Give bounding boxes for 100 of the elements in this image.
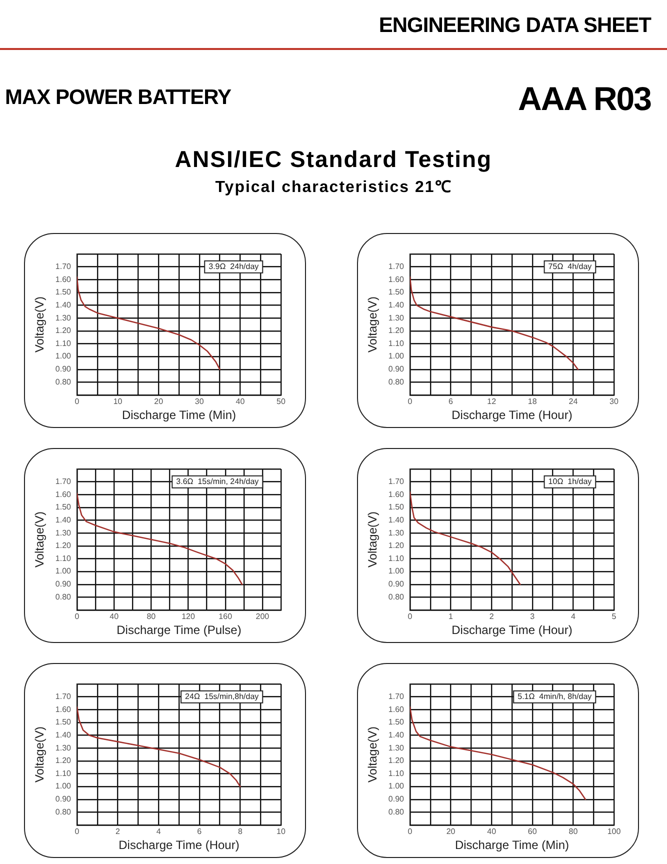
x-tick-label: 0 [74, 827, 80, 836]
annotation: 3.9Ω 24h/day [208, 262, 259, 272]
y-tick-label: 1.50 [388, 288, 405, 297]
x-tick-label: 0 [408, 827, 413, 836]
y-tick-label: 1.50 [55, 288, 72, 297]
y-tick-label: 0.80 [388, 592, 405, 602]
y-tick-label: 1.00 [55, 566, 72, 576]
y-tick-label: 1.70 [55, 262, 72, 272]
x-tick-label: 40 [487, 827, 497, 836]
annotation: 3.6Ω 15s/min, 24h/day [176, 477, 259, 486]
x-tick-label: 160 [218, 612, 233, 622]
x-tick-label: 3 [530, 612, 536, 622]
x-axis-title: Discharge Time (Hour) [452, 623, 572, 638]
y-tick-label: 0.90 [55, 364, 72, 374]
y-tick-label: 1.20 [55, 541, 72, 550]
x-tick-label: 1 [448, 612, 454, 622]
y-tick-label: 1.60 [55, 704, 72, 714]
y-axis-title: Voltage(V) [32, 296, 47, 353]
text: AAA R03 [518, 80, 651, 118]
y-tick-label: 1.10 [55, 554, 72, 563]
y-tick-label: 0.80 [55, 377, 72, 386]
x-tick-label: 20 [154, 397, 164, 406]
y-tick-label: 0.80 [388, 807, 405, 816]
y-tick-label: 1.70 [388, 692, 405, 702]
x-tick-label: 6 [197, 827, 202, 836]
y-tick-label: 1.70 [388, 477, 405, 486]
x-tick-label: 6 [448, 397, 454, 406]
annotation: 24Ω 15s/min,8h/day [185, 692, 259, 702]
y-tick-label: 1.10 [388, 554, 405, 563]
text: MAX POWER BATTERY [5, 86, 231, 110]
y-axis-title: Voltage(V) [32, 726, 47, 783]
y-axis-title: Voltage(V) [366, 511, 380, 568]
text: Typical characteristics 21℃ [214, 178, 453, 197]
y-tick-label: 1.40 [55, 730, 72, 740]
x-axis-title: Discharge Time (Min) [122, 408, 236, 422]
y-tick-label: 1.00 [55, 782, 72, 791]
y-tick-label: 1.50 [388, 502, 405, 512]
annotation: 5.1Ω 4min/h, 8h/day [518, 692, 592, 702]
y-tick-label: 1.50 [55, 718, 72, 727]
y-tick-label: 1.40 [55, 300, 72, 310]
y-tick-label: 0.80 [388, 377, 405, 386]
x-tick-label: 30 [194, 397, 204, 406]
x-axis-title: Discharge Time (Hour) [452, 408, 572, 422]
y-tick-label: 1.20 [388, 541, 405, 550]
x-tick-label: 0 [74, 612, 80, 622]
y-tick-label: 0.80 [55, 592, 72, 602]
y-tick-label: 1.60 [55, 274, 72, 284]
x-tick-label: 80 [568, 827, 578, 836]
x-tick-label: 2 [116, 827, 121, 836]
y-tick-label: 1.40 [388, 300, 405, 310]
y-tick-label: 1.10 [388, 338, 405, 348]
y-tick-label: 1.70 [388, 262, 405, 272]
x-tick-label: 40 [110, 612, 120, 622]
y-axis-title: Voltage(V) [366, 726, 380, 783]
y-tick-label: 1.60 [55, 490, 72, 499]
annotation: 75Ω 4h/day [548, 262, 592, 272]
x-tick-label: 4 [156, 827, 162, 836]
y-tick-label: 1.00 [388, 566, 405, 576]
x-tick-label: 80 [146, 612, 156, 622]
y-tick-label: 1.10 [388, 768, 405, 778]
text: ENGINEERING DATA SHEET [378, 14, 651, 38]
y-tick-label: 1.60 [388, 704, 405, 714]
x-tick-label: 5 [612, 612, 617, 622]
y-tick-label: 1.40 [388, 730, 405, 740]
y-tick-label: 1.40 [55, 515, 72, 524]
y-tick-label: 1.00 [55, 352, 72, 361]
x-tick-label: 10 [276, 827, 286, 836]
y-tick-label: 1.20 [388, 756, 405, 766]
y-tick-label: 1.00 [388, 352, 405, 361]
x-tick-label: 120 [182, 612, 196, 622]
y-tick-label: 1.10 [55, 768, 72, 778]
y-tick-label: 1.50 [388, 718, 405, 727]
y-tick-label: 1.30 [55, 743, 72, 752]
x-tick-label: 200 [256, 612, 270, 622]
y-tick-label: 0.90 [388, 580, 405, 589]
y-tick-label: 0.90 [55, 580, 72, 589]
y-tick-label: 1.70 [55, 692, 72, 702]
x-tick-label: 2 [489, 612, 494, 622]
x-axis-title: Discharge Time (Hour) [118, 838, 240, 852]
x-tick-label: 0 [74, 397, 80, 406]
y-tick-label: 1.30 [388, 743, 405, 752]
y-tick-label: 1.40 [388, 515, 405, 524]
x-tick-label: 4 [570, 612, 576, 622]
x-tick-label: 10 [113, 397, 123, 406]
y-tick-label: 1.00 [388, 782, 405, 791]
x-tick-label: 40 [236, 397, 246, 406]
x-tick-label: 8 [238, 827, 243, 836]
y-axis-title: Voltage(V) [32, 511, 47, 568]
y-tick-label: 1.30 [388, 528, 405, 538]
x-tick-label: 24 [568, 397, 578, 406]
y-tick-label: 1.30 [55, 528, 72, 538]
y-tick-label: 1.50 [55, 502, 72, 512]
x-axis-title: Discharge Time (Pulse) [116, 623, 242, 638]
x-tick-label: 20 [446, 827, 456, 836]
y-tick-label: 1.60 [388, 490, 405, 499]
x-tick-label: 30 [610, 397, 619, 406]
y-tick-label: 1.30 [55, 313, 72, 322]
x-tick-label: 60 [528, 827, 538, 836]
y-tick-label: 0.90 [55, 794, 72, 804]
x-tick-label: 0 [408, 612, 413, 622]
